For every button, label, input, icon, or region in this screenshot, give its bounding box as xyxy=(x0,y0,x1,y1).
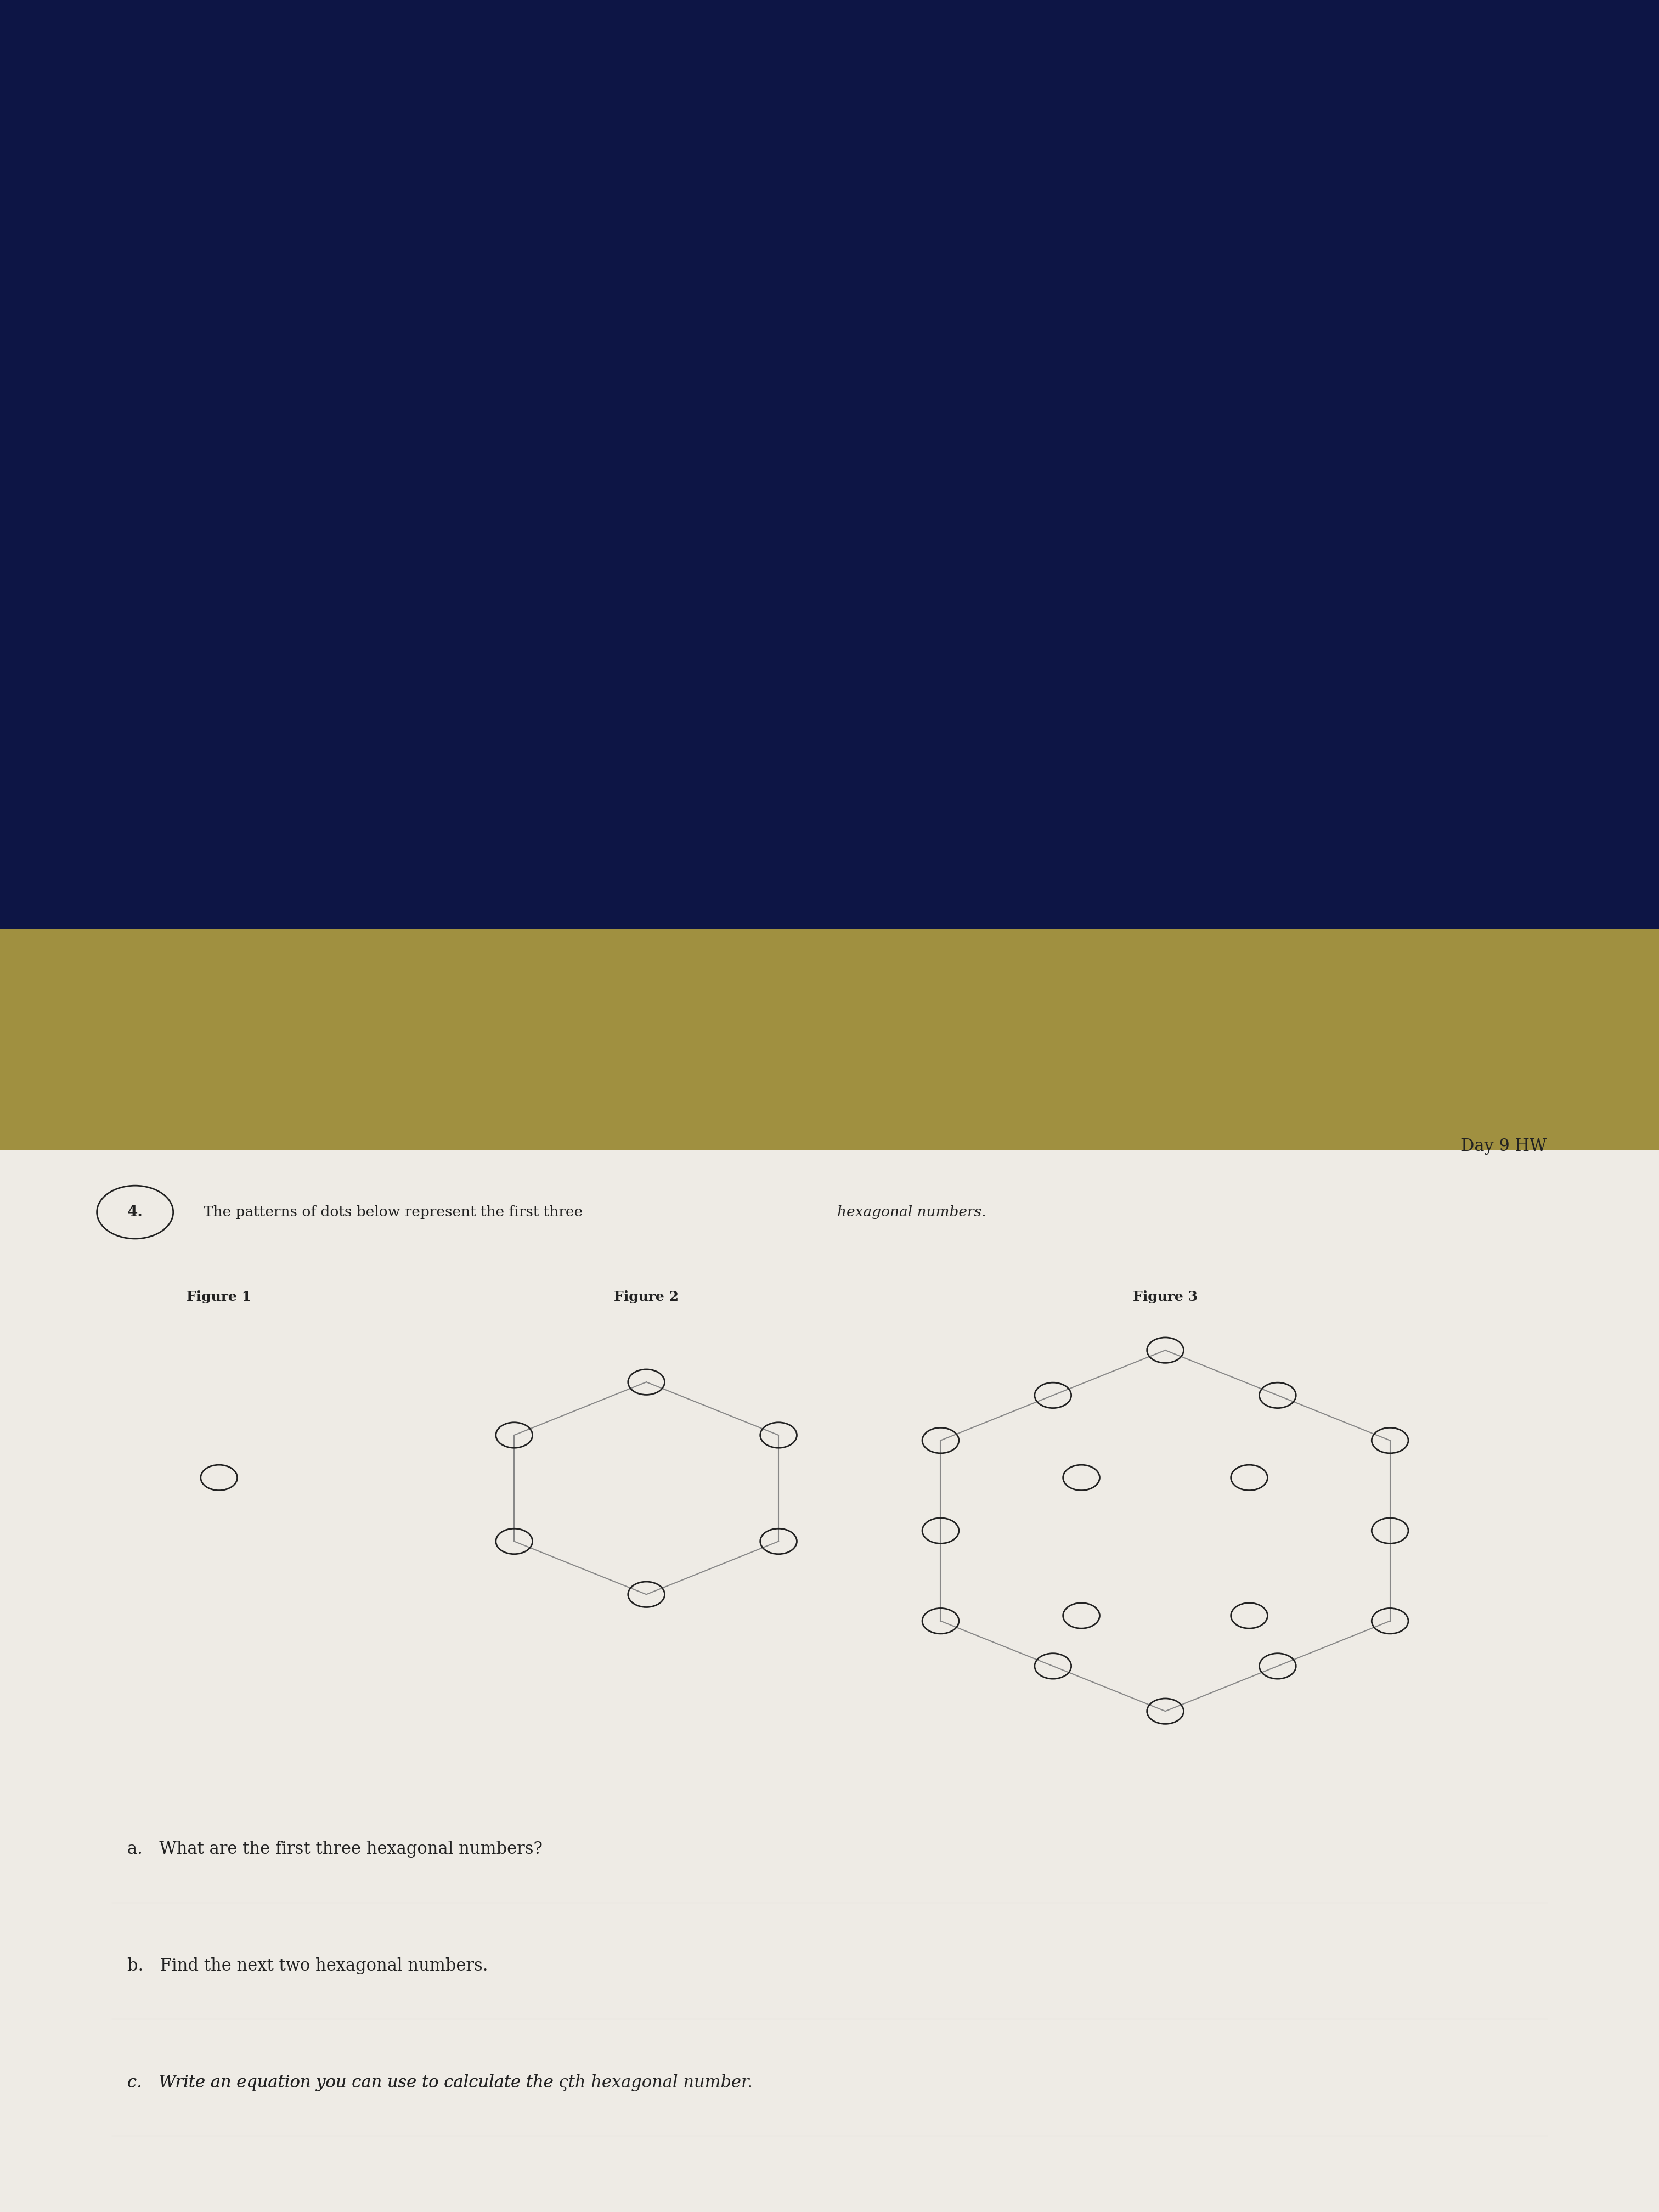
Text: hexagonal numbers.: hexagonal numbers. xyxy=(838,1206,985,1219)
Text: 4.: 4. xyxy=(128,1206,143,1219)
Bar xyxy=(0,929,1659,1283)
Text: The patterns of dots below represent the first three: The patterns of dots below represent the… xyxy=(204,1206,587,1219)
Text: Figure 1: Figure 1 xyxy=(186,1290,252,1303)
Bar xyxy=(0,0,1659,995)
Text: Figure 2: Figure 2 xyxy=(614,1290,679,1303)
Text: c. Write an equation you can use to calculate the: c. Write an equation you can use to calc… xyxy=(128,2075,559,2090)
Text: Day 9 HW: Day 9 HW xyxy=(1462,1137,1546,1155)
Text: Figure 3: Figure 3 xyxy=(1133,1290,1198,1303)
Text: c. Write an equation you can use to calculate the ςth hexagonal number.: c. Write an equation you can use to calc… xyxy=(128,2075,753,2090)
Text: b. Find the next two hexagonal numbers.: b. Find the next two hexagonal numbers. xyxy=(128,1958,488,1975)
Bar xyxy=(0,1150,1659,2212)
Text: a. What are the first three hexagonal numbers?: a. What are the first three hexagonal nu… xyxy=(128,1840,542,1858)
